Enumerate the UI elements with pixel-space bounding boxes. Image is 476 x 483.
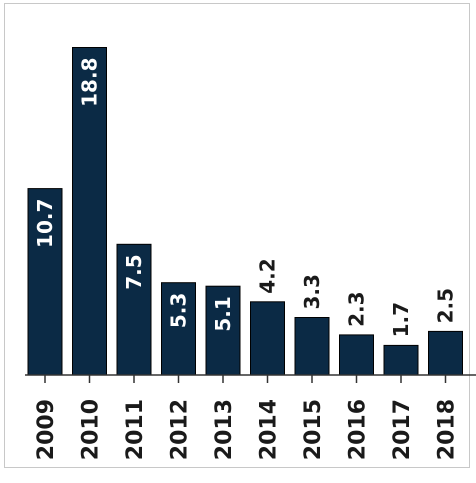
x-tick-label-2016: 2016 bbox=[346, 399, 371, 460]
bars-layer bbox=[27, 47, 463, 376]
bar-2010 bbox=[72, 47, 107, 376]
data-label-2016: 2.3 bbox=[345, 291, 369, 326]
x-tick-label-2014: 2014 bbox=[257, 399, 282, 460]
bar-chart: 10.7 18.8 7.5 5.3 5.1 4.2 3.3 2.3 1.7 2.5 2009 201… bbox=[25, 47, 476, 460]
bar-2009 bbox=[27, 188, 63, 376]
bar-2016 bbox=[339, 334, 374, 376]
bar-2015 bbox=[294, 317, 330, 376]
bar-2012 bbox=[161, 282, 196, 376]
bar-2011 bbox=[116, 243, 152, 376]
data-label-2017: 1.7 bbox=[389, 302, 413, 337]
x-tick-label-2017: 2017 bbox=[390, 399, 415, 460]
x-axis-tick-labels: 2009 2010 2011 2012 2013 2014 2015 2016 2017 2018 bbox=[34, 399, 460, 460]
x-tick-label-2010: 2010 bbox=[79, 399, 104, 460]
x-tick-label-2013: 2013 bbox=[212, 399, 237, 460]
data-label-2011: 7.5 bbox=[122, 254, 146, 289]
data-label-2010: 18.8 bbox=[78, 58, 102, 107]
data-labels: 10.7 18.8 7.5 5.3 5.1 4.2 3.3 2.3 1.7 2.5 bbox=[33, 58, 458, 338]
x-tick-label-2011: 2011 bbox=[123, 399, 148, 460]
bar-2014 bbox=[250, 301, 285, 376]
data-label-2012: 5.3 bbox=[167, 293, 191, 328]
chart-frame: 10.7 18.8 7.5 5.3 5.1 4.2 3.3 2.3 1.7 2.5 2009 201… bbox=[4, 3, 476, 468]
data-label-2009: 10.7 bbox=[33, 199, 57, 248]
data-label-2018: 2.5 bbox=[434, 288, 458, 323]
x-tick-label-2009: 2009 bbox=[34, 399, 59, 460]
x-axis-ticks bbox=[44, 375, 447, 383]
x-tick-label-2012: 2012 bbox=[168, 399, 193, 460]
data-label-2013: 5.1 bbox=[211, 296, 235, 331]
x-tick-label-2015: 2015 bbox=[301, 399, 326, 460]
bar-2017 bbox=[383, 344, 419, 376]
data-label-2015: 3.3 bbox=[300, 274, 324, 309]
bar-2018 bbox=[428, 330, 463, 376]
data-label-2014: 4.2 bbox=[256, 258, 280, 293]
x-tick-label-2018: 2018 bbox=[435, 399, 460, 460]
